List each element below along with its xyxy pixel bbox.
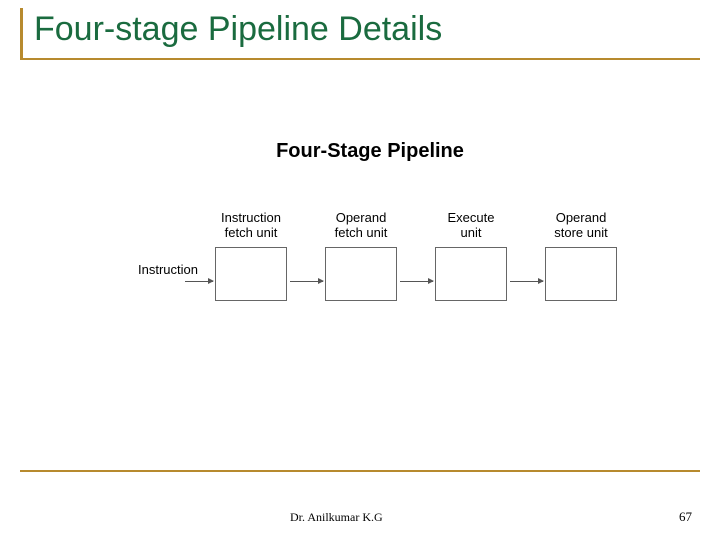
instruction-input-label: Instruction bbox=[128, 263, 198, 276]
footer-author: Dr. Anilkumar K.G bbox=[290, 510, 383, 525]
stage-2: Execute unit bbox=[435, 211, 507, 301]
stage-box bbox=[435, 247, 507, 301]
pipeline-figure: Four-Stage Pipeline Instruction Instruct… bbox=[130, 140, 610, 341]
arrow-icon bbox=[185, 281, 213, 282]
figure-title: Four-Stage Pipeline bbox=[130, 140, 610, 163]
arrow-icon bbox=[510, 281, 543, 282]
page-title: Four-stage Pipeline Details bbox=[34, 10, 442, 49]
stage-1: Operand fetch unit bbox=[325, 211, 397, 301]
title-accent-bar bbox=[20, 8, 23, 60]
page-number: 67 bbox=[679, 509, 692, 525]
stage-box bbox=[215, 247, 287, 301]
stage-label: Operand store unit bbox=[545, 211, 617, 241]
stage-0: Instruction fetch unit bbox=[215, 211, 287, 301]
stage-box bbox=[545, 247, 617, 301]
slide: Four-stage Pipeline Details Four-Stage P… bbox=[0, 0, 720, 540]
pipeline-stages: Instruction Instruction fetch unit Opera… bbox=[130, 211, 610, 341]
stage-3: Operand store unit bbox=[545, 211, 617, 301]
stage-label: Operand fetch unit bbox=[325, 211, 397, 241]
stage-label: Instruction fetch unit bbox=[215, 211, 287, 241]
arrow-icon bbox=[290, 281, 323, 282]
stage-label: Execute unit bbox=[435, 211, 507, 241]
stage-box bbox=[325, 247, 397, 301]
footer-rule bbox=[20, 470, 700, 472]
arrow-icon bbox=[400, 281, 433, 282]
title-underline bbox=[20, 58, 700, 60]
